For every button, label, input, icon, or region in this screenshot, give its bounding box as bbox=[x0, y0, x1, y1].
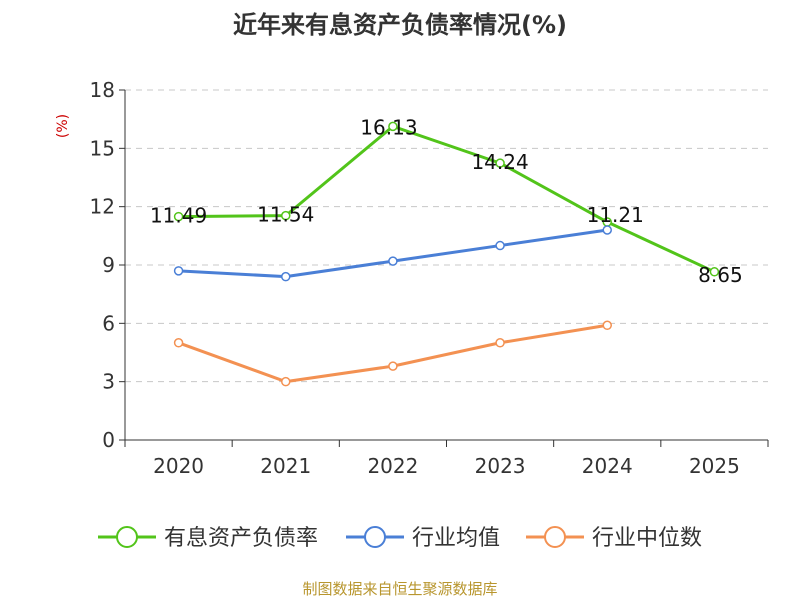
legend-swatch-marker bbox=[364, 526, 386, 548]
data-point bbox=[388, 121, 398, 132]
data-point bbox=[388, 361, 398, 371]
axes bbox=[119, 89, 769, 447]
x-tick-label: 2024 bbox=[582, 454, 633, 478]
series-group bbox=[173, 121, 720, 387]
y-tick-label: 18 bbox=[90, 78, 115, 102]
x-tick-label: 2022 bbox=[367, 454, 418, 478]
data-point bbox=[602, 225, 612, 235]
data-label: 8.65 bbox=[698, 263, 743, 287]
legend-swatch-marker bbox=[544, 526, 566, 548]
source-note: 制图数据来自恒生聚源数据库 bbox=[302, 580, 497, 598]
series-line bbox=[178, 124, 716, 274]
data-point bbox=[709, 267, 720, 277]
x-tick-label: 2021 bbox=[260, 454, 311, 478]
x-tick-label: 2025 bbox=[689, 454, 740, 478]
y-axis-unit: (%) bbox=[55, 114, 71, 138]
data-point bbox=[602, 320, 612, 331]
data-point bbox=[281, 271, 291, 282]
data-label: 11.54 bbox=[257, 203, 314, 227]
data-point bbox=[495, 338, 505, 348]
data-point bbox=[281, 376, 291, 387]
data-point bbox=[173, 266, 184, 276]
y-tick-label: 6 bbox=[102, 311, 115, 335]
data-label: 11.49 bbox=[150, 204, 207, 228]
x-tick-labels: 2020 2021 2022 2023 2024 2025 bbox=[153, 454, 740, 478]
data-point bbox=[388, 256, 398, 266]
series-line bbox=[178, 228, 608, 279]
legend-swatch-marker bbox=[116, 526, 138, 548]
data-point bbox=[495, 240, 505, 251]
legend-label: 有息资产负债率 bbox=[164, 526, 318, 551]
legend-label: 行业均值 bbox=[412, 526, 500, 551]
y-tick-labels: 0 3 6 9 12 15 18 bbox=[90, 78, 115, 452]
chart-title: 近年来有息资产负债率情况(%) bbox=[233, 11, 567, 39]
grid-lines bbox=[125, 89, 768, 383]
y-tick-label: 0 bbox=[102, 428, 115, 452]
data-point bbox=[173, 338, 184, 348]
legend: 有息资产负债率 行业均值 行业中位数 bbox=[98, 526, 702, 551]
data-label: 16.13 bbox=[360, 115, 417, 139]
data-label: 11.21 bbox=[587, 203, 644, 227]
y-tick-label: 15 bbox=[90, 136, 115, 160]
data-labels: 11.49 11.54 16.13 14.24 11.21 8.65 bbox=[150, 115, 743, 286]
series-line bbox=[178, 323, 608, 384]
x-tick-label: 2023 bbox=[475, 454, 526, 478]
y-tick-label: 3 bbox=[102, 370, 115, 394]
data-point bbox=[495, 158, 505, 168]
y-tick-label: 9 bbox=[102, 253, 115, 277]
data-label: 14.24 bbox=[471, 150, 528, 174]
y-tick-label: 12 bbox=[90, 195, 115, 219]
data-point bbox=[281, 210, 291, 221]
data-point bbox=[173, 211, 184, 222]
legend-label: 行业中位数 bbox=[592, 526, 702, 551]
x-tick-label: 2020 bbox=[153, 454, 204, 478]
